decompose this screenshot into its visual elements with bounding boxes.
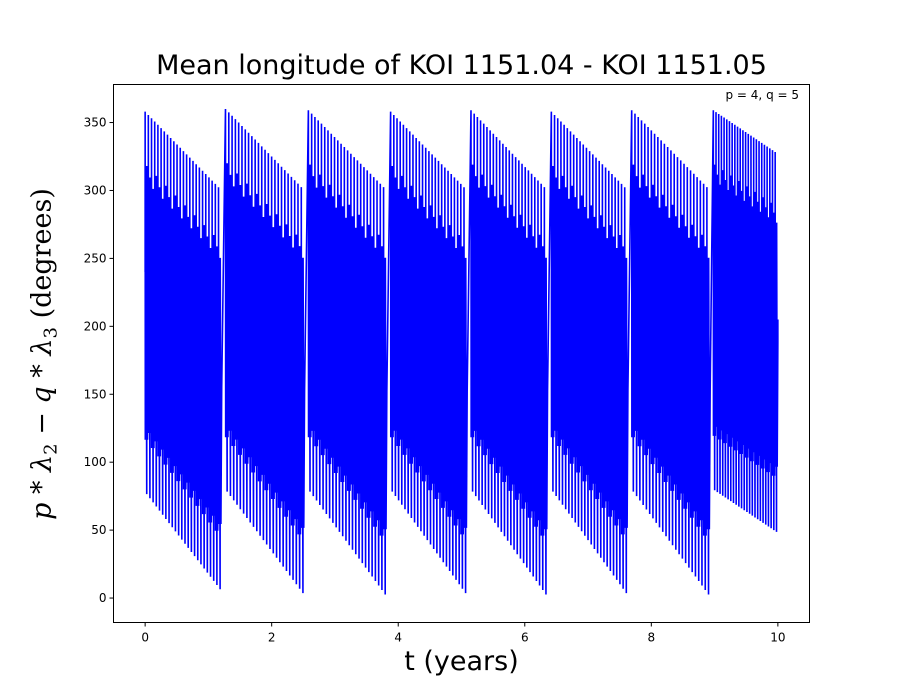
y-tick-label: 50 bbox=[91, 523, 106, 537]
y-tick-label: 0 bbox=[99, 591, 107, 605]
x-tick-label: 10 bbox=[770, 631, 785, 645]
y-tick-label: 250 bbox=[84, 251, 107, 265]
x-ticks: 0 2 4 6 8 10 bbox=[141, 622, 786, 645]
y-tick-label: 100 bbox=[84, 455, 107, 469]
series-line-layer bbox=[144, 108, 779, 595]
y-label-part: p bbox=[26, 502, 58, 520]
series-line bbox=[144, 108, 779, 595]
y-label-part: * bbox=[26, 355, 58, 387]
y-label-part: λ bbox=[26, 338, 58, 356]
y-label-part: λ bbox=[26, 454, 58, 472]
x-tick-label: 6 bbox=[521, 631, 529, 645]
x-tick-label: 2 bbox=[268, 631, 276, 645]
y-ticks: 0 50 100 150 200 250 300 350 bbox=[84, 116, 114, 605]
y-label-part: − bbox=[26, 403, 58, 444]
x-tick-label: 4 bbox=[394, 631, 402, 645]
y-tick-label: 300 bbox=[84, 183, 107, 197]
axes-frame bbox=[113, 84, 810, 623]
y-label-part: * bbox=[26, 471, 58, 503]
x-tick-label: 8 bbox=[647, 631, 655, 645]
y-label-part: q bbox=[26, 386, 58, 404]
y-label-part: (degrees) bbox=[26, 188, 58, 328]
x-tick-label: 0 bbox=[141, 631, 149, 645]
y-label-part: 2 bbox=[40, 443, 62, 455]
y-tick-label: 200 bbox=[84, 319, 107, 333]
y-tick-label: 350 bbox=[84, 116, 107, 130]
y-label-part: 3 bbox=[40, 327, 62, 339]
chart-annotation: p = 4, q = 5 bbox=[725, 88, 800, 102]
chart-title: Mean longitude of KOI 1151.04 - KOI 1151… bbox=[156, 50, 767, 81]
x-axis-label: t (years) bbox=[404, 646, 519, 677]
y-tick-label: 150 bbox=[84, 387, 107, 401]
